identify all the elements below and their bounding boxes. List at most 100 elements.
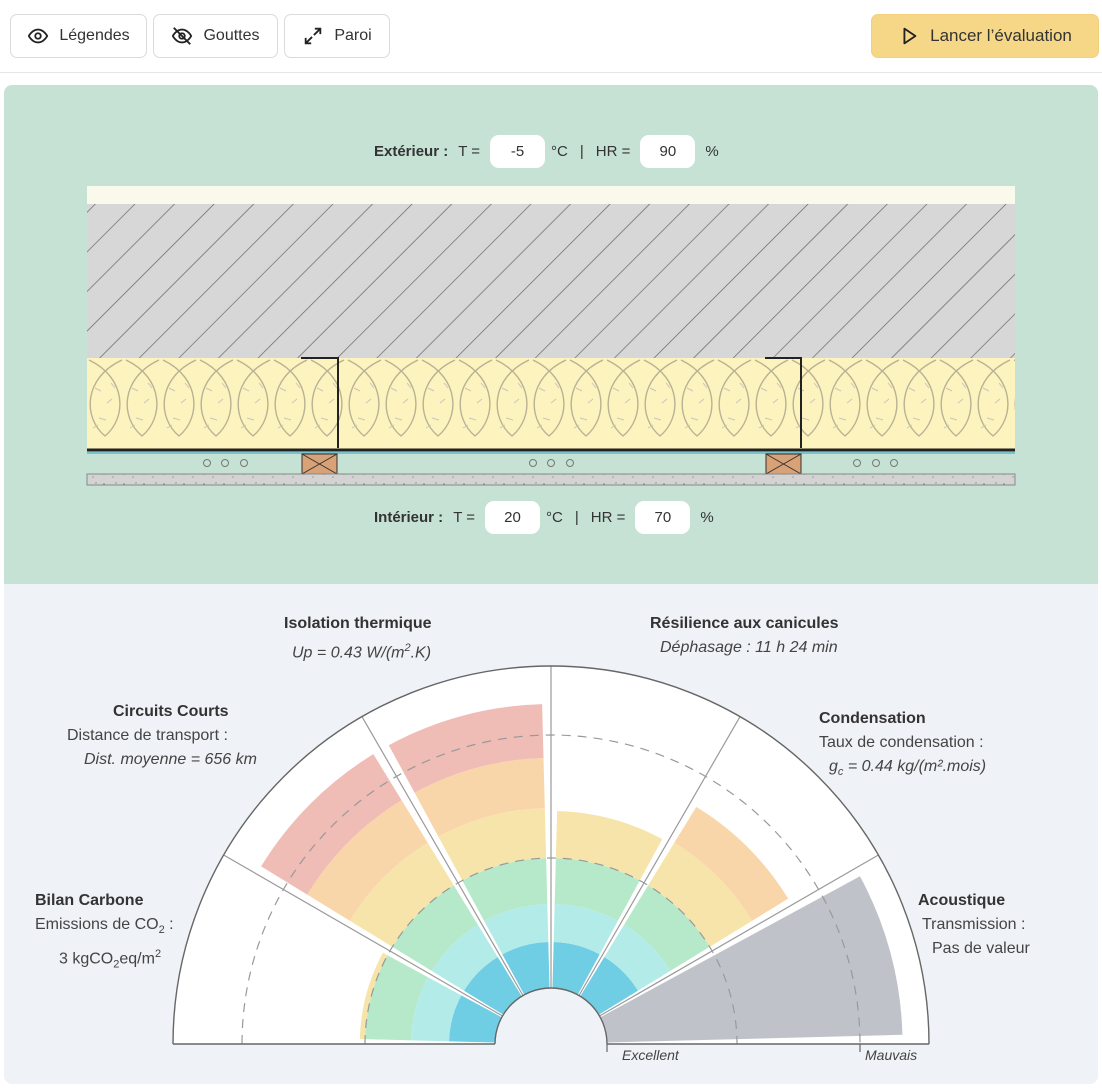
criterion-short-circuits[interactable]: Circuits Courts Distance de transport : … — [67, 700, 257, 772]
gauge-band-4 — [555, 810, 663, 881]
gauge-inner-arc — [494, 987, 608, 1045]
exterior-humidity-input[interactable] — [640, 135, 696, 168]
gauge-band-2 — [484, 904, 549, 955]
gauge-frame — [172, 665, 930, 1052]
exterior-finish-layer[interactable] — [87, 186, 1015, 204]
drops-label: Gouttes — [203, 27, 260, 44]
gauge-band-3 — [554, 858, 640, 921]
interior-hr-label: HR = — [590, 509, 626, 526]
evaluation-gauge: Excellent Mauvais — [172, 665, 930, 1063]
gauge-mid-arc — [364, 857, 738, 1045]
gauge-band-4 — [438, 808, 547, 881]
exterior-hr-unit: % — [705, 143, 719, 160]
interior-t-label: T = — [453, 509, 476, 526]
expand-icon — [305, 27, 322, 45]
gauge-band-2 — [431, 924, 498, 991]
stud-right — [765, 357, 802, 448]
exterior-t-unit: °C — [551, 143, 568, 160]
criterion-thermal-insulation[interactable]: Isolation thermique Up = 0.43 W/(m2.K) — [284, 612, 432, 665]
run-evaluation-label: Lancer l’évaluation — [930, 26, 1072, 45]
gauge-band-3 — [462, 858, 548, 921]
gauge-sector-condensation[interactable] — [580, 806, 789, 1015]
gauge-sector-circuits[interactable] — [261, 754, 522, 1015]
drops-button[interactable]: Gouttes — [153, 14, 278, 58]
acoustic-title: Acoustique — [918, 892, 1006, 909]
gauge-outer-dashed-arc — [241, 734, 861, 1045]
heatwave-title: Résilience aux canicules — [650, 615, 839, 632]
condensation-line1: Taux de condensation : — [819, 734, 984, 751]
interior-hr-unit: % — [700, 509, 714, 526]
interior-t-unit: °C — [546, 509, 563, 526]
gauge-band-6 — [261, 754, 402, 895]
circuits-line1: Distance de transport : — [67, 727, 228, 744]
gauge-band-3 — [624, 885, 710, 971]
stud-left — [301, 357, 339, 448]
insulation-layer[interactable] — [87, 358, 1015, 450]
criterion-heatwave-resilience[interactable]: Résilience aux canicules Déphasage : 11 … — [650, 612, 839, 660]
heatwave-value: Déphasage : 11 h 24 min — [660, 639, 838, 656]
condensation-title: Condensation — [819, 710, 926, 727]
service-cavity[interactable] — [87, 454, 1015, 474]
plasterboard-layer[interactable] — [86, 473, 1016, 486]
circuits-title: Circuits Courts — [113, 703, 229, 720]
interior-conditions: Intérieur : T = °C | HR = % — [374, 501, 714, 534]
wall-button[interactable]: Paroi — [284, 14, 390, 58]
interior-temperature-input[interactable] — [485, 501, 541, 534]
gauge-band-2 — [553, 904, 618, 955]
gauge-separator — [599, 854, 879, 1017]
gauge-sector-carbon[interactable] — [359, 952, 502, 1043]
concrete-layer[interactable] — [87, 204, 1015, 358]
thermal-title: Isolation thermique — [284, 615, 432, 632]
gauge-band-3 — [392, 885, 478, 971]
scale-excellent-label: Excellent — [622, 1047, 680, 1063]
gauge-separator — [361, 716, 524, 996]
exterior-temperature-input[interactable] — [490, 135, 546, 168]
eye-icon — [28, 28, 49, 44]
exterior-label: Extérieur : — [374, 143, 449, 160]
interior-separator: | — [574, 509, 579, 526]
thermal-value: Up = 0.43 W/(m2.K) — [292, 642, 432, 662]
gauge-band-2 — [604, 924, 671, 991]
gauge-sector-thermal[interactable] — [388, 704, 550, 995]
gauge-band-2 — [411, 977, 462, 1042]
batten-right — [765, 453, 802, 475]
gauge-sector-acoustic[interactable] — [600, 876, 903, 1043]
exterior-conditions: Extérieur : T = °C | HR = % — [374, 135, 719, 168]
condensation-value: gc = 0.44 kg/(m².mois) — [829, 758, 987, 779]
batten-left — [301, 453, 338, 475]
cable-icons — [203, 459, 898, 467]
gauge-band-1 — [464, 957, 522, 1015]
gauge-band-no-value — [600, 876, 903, 1043]
wall-diagram[interactable] — [0, 180, 1102, 500]
run-evaluation-button[interactable]: Lancer l’évaluation — [871, 14, 1099, 58]
acoustic-line1: Transmission : — [922, 916, 1026, 933]
carbon-line1: Emissions de CO2 : — [35, 916, 174, 937]
circuits-value: Dist. moyenne = 656 km — [84, 751, 257, 768]
acoustic-value: Pas de valeur — [932, 940, 1030, 957]
wall-label: Paroi — [334, 27, 372, 44]
gauge-band-4 — [648, 842, 753, 947]
gauge-separator — [578, 716, 741, 996]
exterior-separator: | — [579, 143, 584, 160]
criterion-carbon[interactable]: Bilan Carbone Emissions de CO2 : 3 kgCO2… — [35, 889, 174, 977]
legends-button[interactable]: Légendes — [10, 14, 147, 58]
gauge-sector-heatwave[interactable] — [552, 810, 663, 995]
gauge-band-4 — [349, 842, 454, 947]
gauge-band-5 — [674, 806, 789, 921]
gauge-band-5 — [414, 758, 545, 837]
play-icon — [903, 27, 917, 45]
gauge-band-4 — [359, 952, 388, 1040]
scale-bad-label: Mauvais — [865, 1047, 917, 1063]
gauge-band-3 — [365, 955, 428, 1041]
gauge-band-1 — [449, 995, 502, 1043]
gauge-outer-arc — [172, 665, 930, 1045]
exterior-t-label: T = — [458, 143, 481, 160]
interior-humidity-input[interactable] — [635, 501, 691, 534]
gauge-band-5 — [307, 800, 428, 921]
gauge-band-1 — [580, 957, 638, 1015]
criterion-acoustic[interactable]: Acoustique Transmission : Pas de valeur — [918, 889, 1030, 961]
exterior-hr-label: HR = — [595, 143, 631, 160]
criterion-condensation[interactable]: Condensation Taux de condensation : gc =… — [819, 707, 986, 784]
gauge-band-1 — [552, 942, 600, 995]
eye-off-icon — [172, 27, 193, 45]
